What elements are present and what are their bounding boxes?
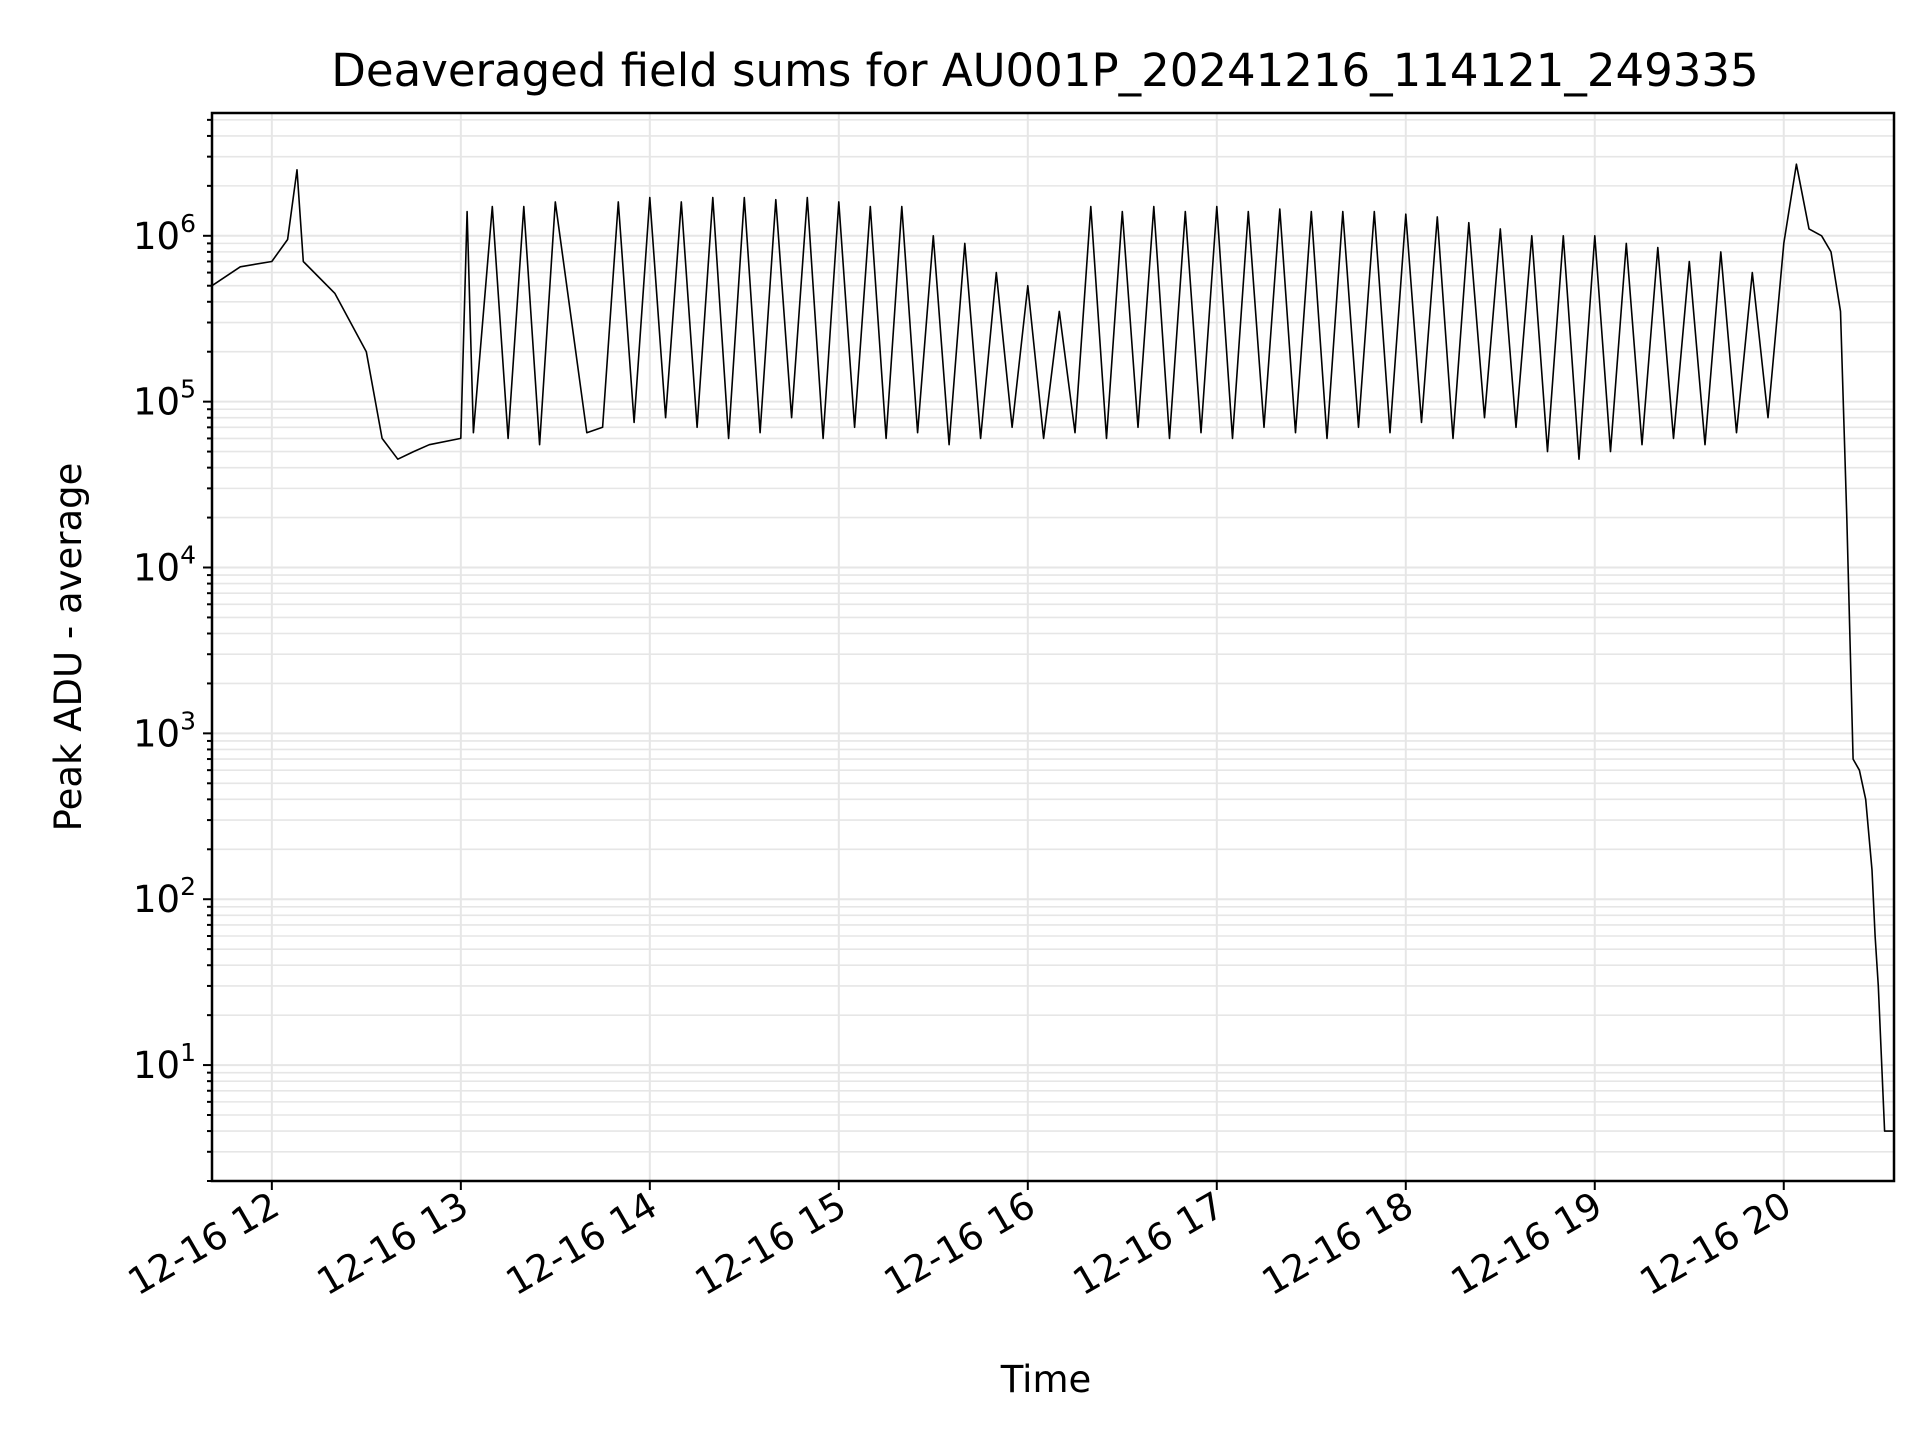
y-tick-exponent: 4 bbox=[180, 541, 196, 570]
y-tick-base: 10 bbox=[133, 878, 180, 921]
y-tick-label: 103 bbox=[133, 706, 196, 755]
y-tick-base: 10 bbox=[133, 215, 180, 258]
y-tick-base: 10 bbox=[133, 547, 180, 590]
series-layer bbox=[211, 163, 1894, 1132]
y-tick-exponent: 6 bbox=[180, 209, 196, 238]
y-tick-exponent: 2 bbox=[180, 872, 196, 901]
chart-title: Deaveraged field sums for AU001P_2024121… bbox=[331, 44, 1758, 97]
series-line bbox=[211, 163, 1894, 1132]
y-tick-base: 10 bbox=[133, 1044, 180, 1087]
y-tick-exponent: 1 bbox=[180, 1038, 196, 1067]
y-tick-base: 10 bbox=[133, 381, 180, 424]
y-tick-label: 102 bbox=[133, 872, 196, 921]
x-axis-label: Time bbox=[1000, 1358, 1092, 1401]
y-tick-exponent: 3 bbox=[180, 706, 196, 735]
y-tick-label: 106 bbox=[133, 209, 196, 258]
y-tick-label: 101 bbox=[133, 1038, 196, 1087]
y-tick-exponent: 5 bbox=[180, 375, 196, 404]
plot-frame bbox=[210, 111, 1896, 1183]
y-tick-label: 104 bbox=[133, 541, 196, 590]
y-axis-label: Peak ADU - average bbox=[47, 463, 90, 832]
y-tick-base: 10 bbox=[133, 712, 180, 755]
y-tick-label: 105 bbox=[133, 375, 196, 424]
